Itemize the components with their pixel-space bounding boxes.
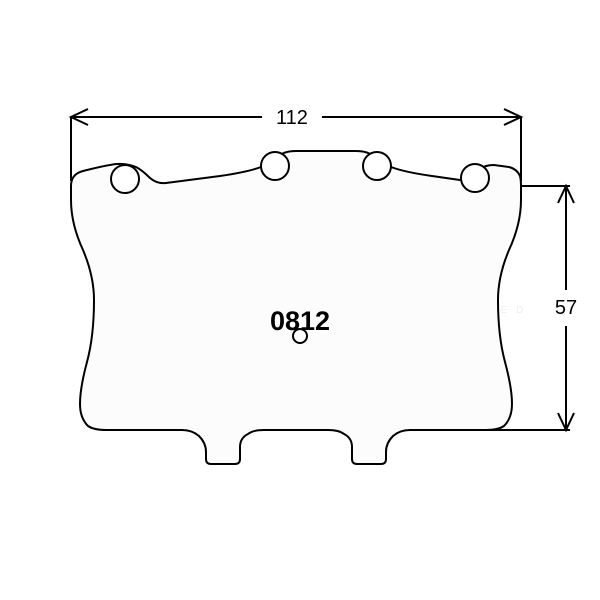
dimension-height-label: 57 [555, 297, 577, 319]
mounting-hole-1 [111, 165, 139, 193]
mounting-hole-3 [363, 152, 391, 180]
part-number: 0812 [270, 306, 330, 336]
dimension-width-label: 112 [276, 107, 308, 129]
mounting-hole-2 [261, 152, 289, 180]
mounting-hole-4 [461, 164, 489, 192]
technical-drawing: Co-ordSport L I M I T E D 112 57 0812 [0, 0, 600, 600]
